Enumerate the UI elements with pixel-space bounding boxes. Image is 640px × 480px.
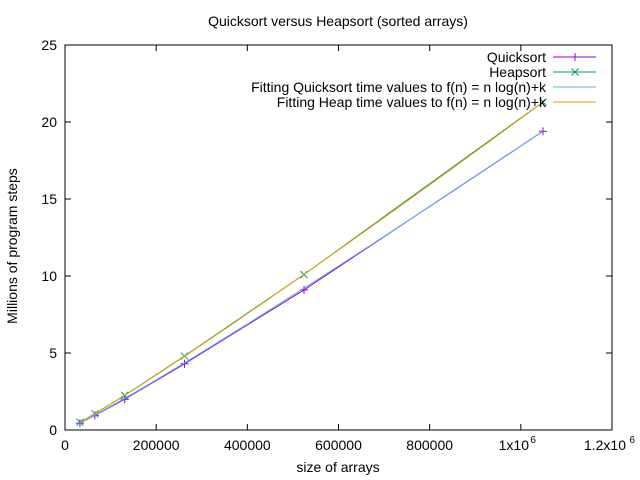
legend-label: Fitting Heap time values to f(n) = n log… bbox=[277, 94, 547, 110]
series-line-2 bbox=[79, 130, 544, 424]
x-tick-label: 200000 bbox=[133, 437, 180, 453]
y-tick-label: 5 bbox=[49, 345, 57, 361]
x-axis-label: size of arrays bbox=[296, 459, 379, 475]
x-tick-label: 400000 bbox=[224, 437, 271, 453]
x-tick-exponent: 6 bbox=[530, 435, 536, 446]
legend-label: Fitting Quicksort time values to f(n) = … bbox=[251, 79, 547, 95]
plot-frame bbox=[64, 44, 613, 431]
data-point-quicksort bbox=[538, 127, 547, 136]
series-line-3 bbox=[79, 101, 544, 423]
y-tick-label: 10 bbox=[41, 268, 57, 284]
x-tick-label: 1.2x10 bbox=[584, 437, 626, 453]
x-tick-label: 0 bbox=[61, 437, 69, 453]
x-tick-label: 800000 bbox=[406, 437, 453, 453]
series-line-1 bbox=[79, 101, 544, 423]
y-axis-label: Millions of program steps bbox=[4, 168, 20, 324]
legend-marker bbox=[571, 68, 579, 76]
y-tick-label: 20 bbox=[41, 114, 57, 130]
data-point-quicksort bbox=[180, 359, 189, 368]
chart-title: Quicksort versus Heapsort (sorted arrays… bbox=[208, 13, 468, 29]
y-tick-label: 25 bbox=[41, 37, 57, 53]
legend-marker bbox=[571, 53, 579, 61]
legend-label: Quicksort bbox=[487, 49, 546, 65]
y-tick-label: 15 bbox=[41, 191, 57, 207]
y-tick-label: 0 bbox=[49, 422, 57, 438]
legend-label: Heapsort bbox=[489, 64, 546, 80]
x-tick-label: 600000 bbox=[315, 437, 362, 453]
x-tick-exponent: 6 bbox=[629, 435, 635, 446]
plot-area bbox=[75, 98, 547, 428]
x-tick-label: 1x10 bbox=[499, 437, 530, 453]
